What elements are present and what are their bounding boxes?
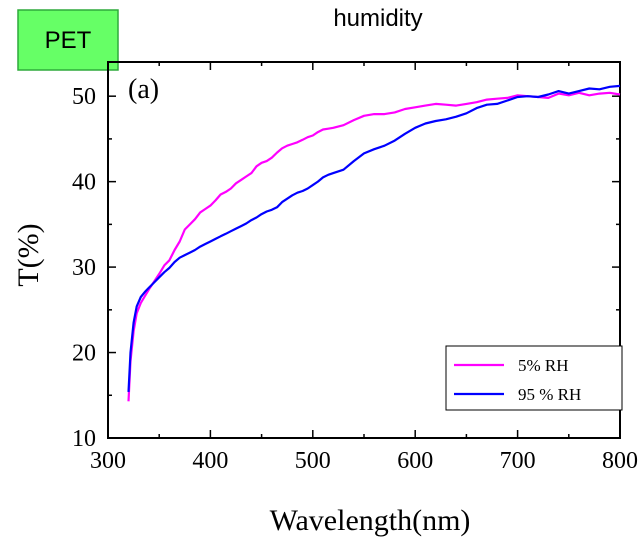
x-tick-label-700: 700 [500,448,536,474]
x-tick-label-500: 500 [295,448,331,474]
legend-box [445,345,623,411]
y-tick-label-50: 50 [72,84,96,110]
x-axis-title: Wavelength(nm) [270,504,471,537]
top-title: humidity [333,5,422,32]
series-line-95-rh [127,84,621,392]
y-axis-title: T(%) [12,223,45,286]
axis-ticks [107,62,621,439]
badge-box [17,9,119,71]
y-tick-label-20: 20 [72,341,96,367]
badge-label: PET [45,27,92,54]
x-tick-label-600: 600 [397,448,433,474]
legend: 5% RH 95 % RH [445,345,623,411]
x-tick-label-800: 800 [602,448,638,474]
series-line-5-rh [127,91,621,402]
panel-label: (a) [128,74,159,105]
x-tick-label-400: 400 [192,448,228,474]
y-tick-label-10: 10 [72,426,96,452]
series-group [127,84,621,402]
tick-labels: 300 400 500 600 700 800 10 20 30 40 50 [72,84,638,474]
legend-label-5-rh: 5% RH [518,356,569,375]
y-tick-label-30: 30 [72,255,96,281]
y-tick-label-40: 40 [72,170,96,196]
legend-label-95-rh: 95 % RH [518,385,581,404]
x-tick-label-300: 300 [90,448,126,474]
